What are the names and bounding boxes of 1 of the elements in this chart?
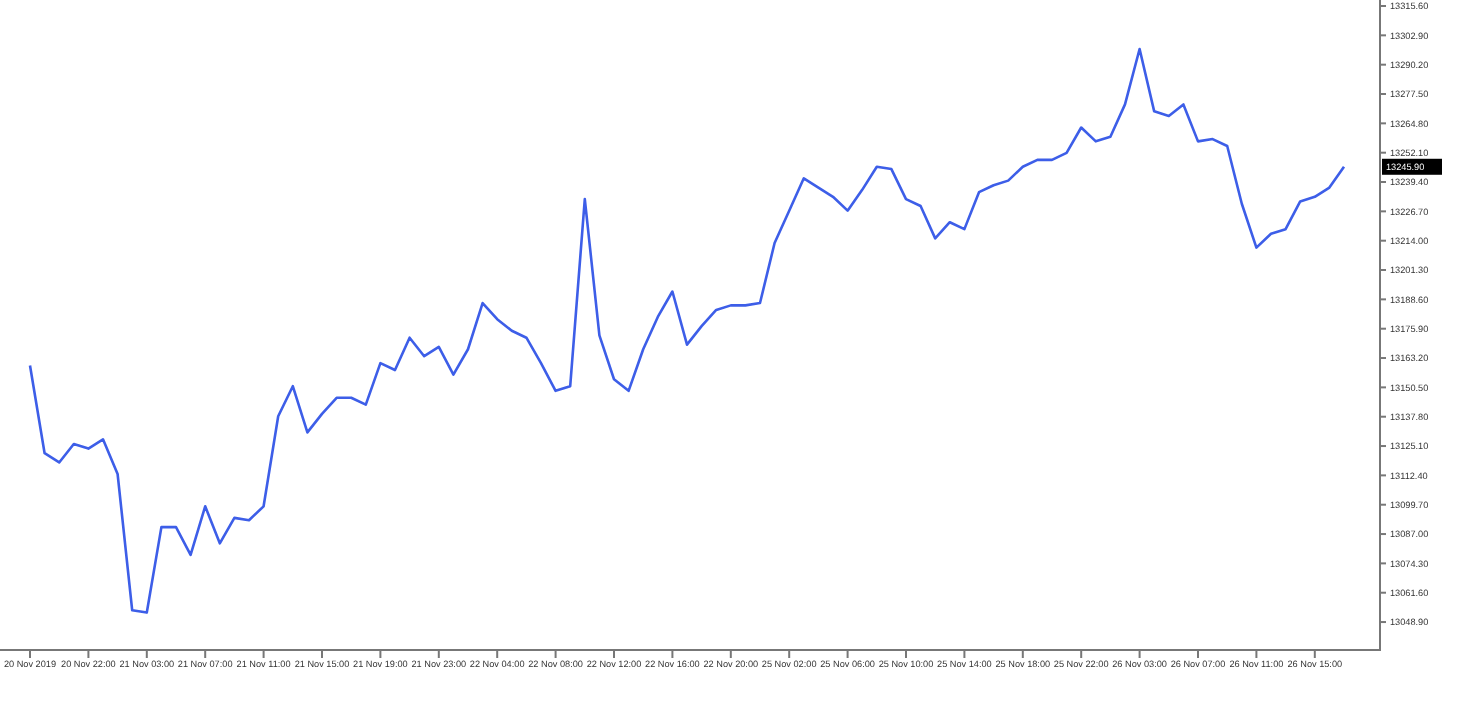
line-series — [28, 47, 1346, 614]
